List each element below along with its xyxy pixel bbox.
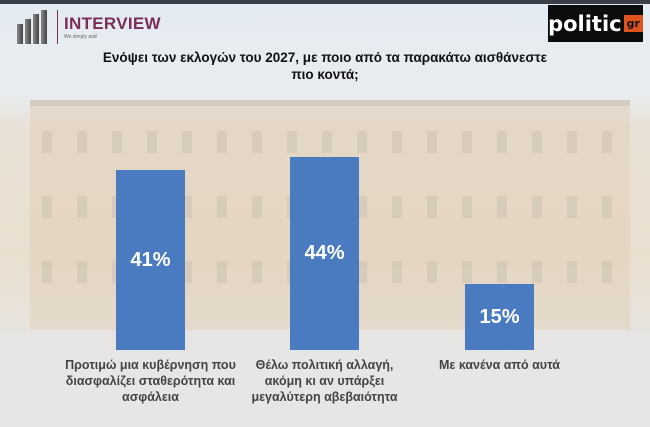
interview-logo: INTERVIEW We simply ask! — [17, 10, 161, 44]
politic-logo-name: politic — [548, 11, 622, 36]
politic-logo-suffix: gr — [623, 15, 643, 32]
interview-logo-tagline: We simply ask! — [64, 34, 98, 40]
bar-value-label: 44% — [304, 241, 345, 264]
bar-1: 41% — [116, 170, 185, 350]
category-label: Θέλω πολιτική αλλαγή, ακόμη κι αν υπάρξε… — [251, 358, 398, 404]
bar-value-label: 15% — [479, 305, 520, 328]
category-label: Προτιμώ μια κυβέρνηση που διασφαλίζει στ… — [65, 358, 236, 404]
top-bar — [0, 0, 650, 4]
interview-logo-icon — [17, 10, 51, 44]
logo-divider — [57, 10, 58, 44]
bar-3: 15% — [465, 284, 534, 350]
politic-logo: politic gr — [548, 5, 643, 42]
category-label: Με κανένα από αυτά — [439, 358, 560, 372]
bar-value-label: 41% — [130, 248, 171, 271]
chart-title: Ενόψει των εκλογών του 2027, με ποιο από… — [102, 50, 548, 82]
interview-logo-name: INTERVIEW — [64, 14, 161, 33]
bar-2: 44% — [290, 156, 359, 350]
